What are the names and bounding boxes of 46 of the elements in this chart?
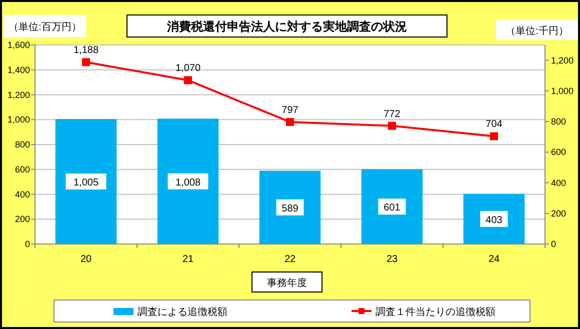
data-label: 772 (384, 108, 401, 120)
legend-label: 調査１件当たりの追徴税額 (376, 306, 496, 318)
bar (55, 119, 117, 244)
y2-tick-label: 1,200 (551, 55, 574, 66)
x-tick-label: 21 (182, 254, 194, 265)
y-tick-label: 1,000 (7, 114, 30, 125)
point (184, 76, 192, 84)
data-label: 1,070 (175, 63, 201, 74)
data-label: 1,008 (175, 177, 201, 188)
y2-tick-label: 1,000 (551, 86, 574, 96)
data-label: 589 (282, 203, 299, 214)
y2-tick-label: 400 (551, 178, 566, 188)
y-tick-label: 1,400 (7, 64, 30, 75)
y2-tick-label: 0 (551, 239, 556, 249)
point (82, 58, 90, 66)
y2-tick-label: 800 (551, 116, 566, 127)
y-tick-label: 1,200 (7, 90, 30, 100)
x-tick-label: 22 (284, 254, 296, 265)
data-label: 797 (282, 105, 299, 116)
point (286, 118, 294, 126)
y2-tick-label: 200 (551, 208, 566, 218)
bar (157, 118, 219, 244)
data-label: 1,005 (73, 178, 99, 188)
x-tick-label: 24 (488, 254, 500, 265)
data-label: 601 (384, 202, 401, 214)
y2-tick-label: 600 (551, 147, 566, 158)
data-label: 704 (486, 119, 503, 130)
legend-label: 調査による追徴税額 (138, 306, 228, 318)
point (388, 122, 396, 130)
data-label: 1,188 (73, 45, 99, 56)
y2-axis-title: （単位:千円） (506, 24, 568, 37)
y-tick-label: 400 (14, 189, 30, 200)
bar (361, 169, 423, 244)
y-tick-label: 200 (14, 214, 30, 224)
y-tick-label: 1,600 (7, 40, 30, 50)
y-tick-label: 600 (14, 164, 30, 174)
x-axis-title: 事務年度 (267, 276, 307, 289)
chart-title: 消費税還付申告法人に対する実地調査の状況 (166, 20, 407, 34)
x-tick-label: 20 (80, 254, 92, 265)
y-axis-title: （単位:百万円） (8, 20, 82, 33)
data-label: 403 (486, 214, 503, 226)
y-tick-label: 800 (14, 140, 30, 150)
point (490, 132, 498, 140)
bar (259, 170, 321, 244)
x-tick-label: 23 (386, 254, 398, 265)
y-tick-label: 0 (24, 239, 30, 249)
